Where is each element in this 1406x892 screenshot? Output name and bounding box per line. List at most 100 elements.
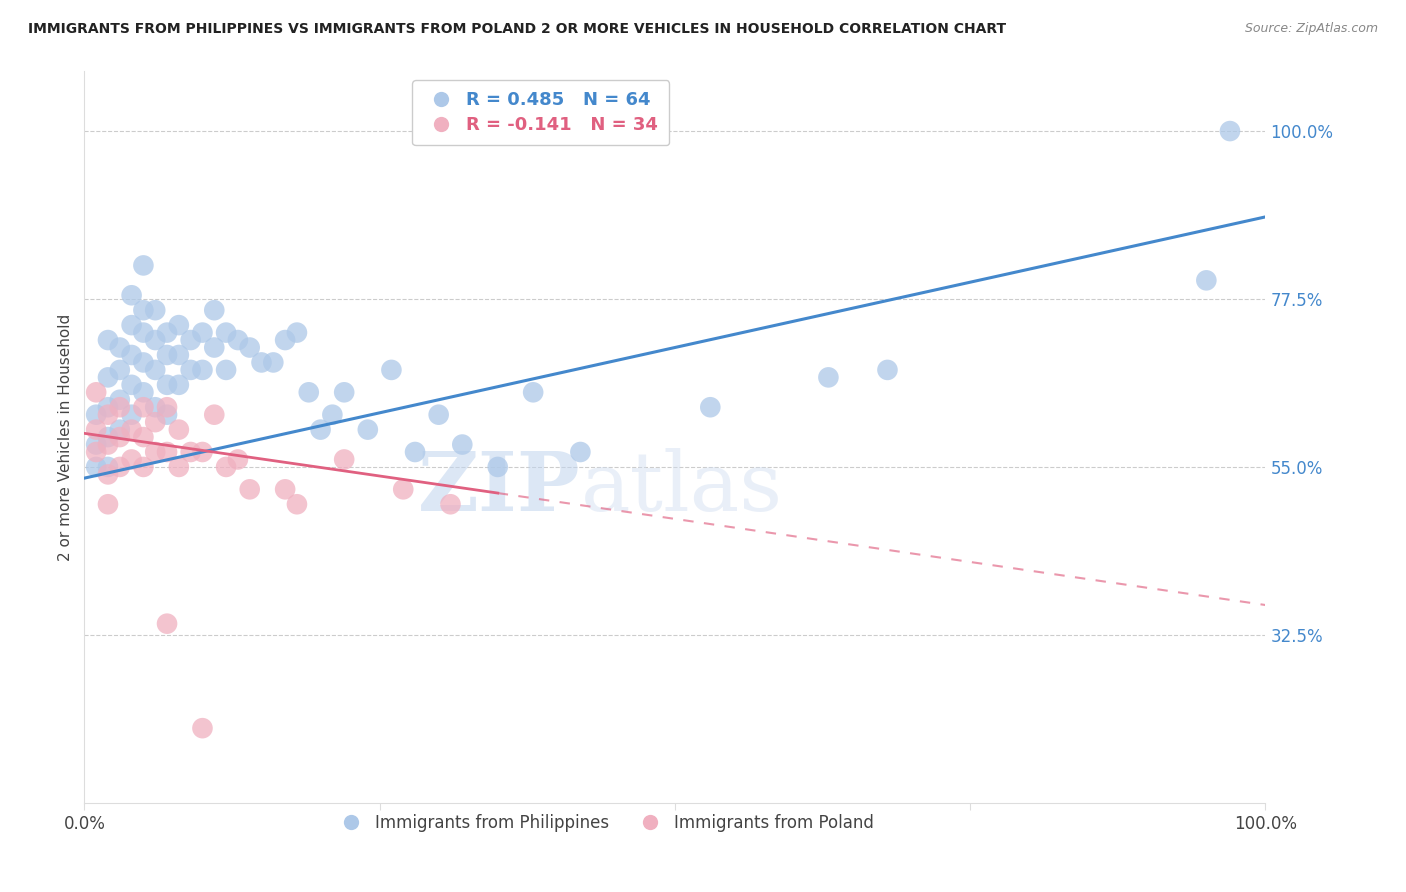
Point xyxy=(132,459,155,474)
Point xyxy=(156,616,179,631)
Point xyxy=(121,318,143,332)
Point xyxy=(522,385,544,400)
Point xyxy=(333,452,356,467)
Point xyxy=(191,721,214,735)
Point xyxy=(143,363,166,377)
Point xyxy=(569,445,592,459)
Point xyxy=(121,348,143,362)
Point xyxy=(226,333,249,347)
Point xyxy=(167,423,190,437)
Point xyxy=(486,459,509,474)
Point xyxy=(215,459,238,474)
Point xyxy=(108,401,131,415)
Point xyxy=(285,497,308,511)
Point xyxy=(108,392,131,407)
Point xyxy=(132,326,155,340)
Point xyxy=(143,401,166,415)
Point xyxy=(180,333,202,347)
Point xyxy=(274,483,297,497)
Point xyxy=(156,348,179,362)
Point xyxy=(108,430,131,444)
Point xyxy=(699,401,721,415)
Point xyxy=(333,385,356,400)
Text: ZIP: ZIP xyxy=(418,449,581,528)
Point xyxy=(226,452,249,467)
Point xyxy=(156,377,179,392)
Point xyxy=(191,363,214,377)
Point xyxy=(167,348,190,362)
Text: atlas: atlas xyxy=(581,449,783,528)
Point xyxy=(167,459,190,474)
Point xyxy=(239,341,262,355)
Point xyxy=(84,437,107,451)
Point xyxy=(250,355,273,369)
Point xyxy=(97,497,120,511)
Point xyxy=(108,423,131,437)
Point xyxy=(132,259,155,273)
Point xyxy=(156,401,179,415)
Point xyxy=(97,467,120,482)
Point xyxy=(84,423,107,437)
Point xyxy=(97,430,120,444)
Point xyxy=(167,318,190,332)
Point xyxy=(108,459,131,474)
Point xyxy=(97,437,120,451)
Point xyxy=(84,445,107,459)
Point xyxy=(451,437,474,451)
Text: Source: ZipAtlas.com: Source: ZipAtlas.com xyxy=(1244,22,1378,36)
Point xyxy=(97,408,120,422)
Point xyxy=(298,385,321,400)
Point xyxy=(84,385,107,400)
Point xyxy=(97,459,120,474)
Text: IMMIGRANTS FROM PHILIPPINES VS IMMIGRANTS FROM POLAND 2 OR MORE VEHICLES IN HOUS: IMMIGRANTS FROM PHILIPPINES VS IMMIGRANT… xyxy=(28,22,1007,37)
Point xyxy=(427,408,450,422)
Point xyxy=(321,408,343,422)
Point xyxy=(202,408,225,422)
Point xyxy=(191,326,214,340)
Point xyxy=(97,333,120,347)
Point xyxy=(121,377,143,392)
Point xyxy=(357,423,380,437)
Point xyxy=(143,303,166,318)
Legend: Immigrants from Philippines, Immigrants from Poland: Immigrants from Philippines, Immigrants … xyxy=(328,807,880,838)
Point xyxy=(1195,273,1218,287)
Point xyxy=(309,423,332,437)
Point xyxy=(143,445,166,459)
Point xyxy=(215,363,238,377)
Point xyxy=(392,483,415,497)
Point xyxy=(132,355,155,369)
Point xyxy=(132,385,155,400)
Point xyxy=(202,341,225,355)
Point xyxy=(1219,124,1241,138)
Point xyxy=(84,408,107,422)
Point xyxy=(121,408,143,422)
Point xyxy=(97,401,120,415)
Point xyxy=(121,423,143,437)
Y-axis label: 2 or more Vehicles in Household: 2 or more Vehicles in Household xyxy=(58,313,73,561)
Point xyxy=(108,363,131,377)
Point xyxy=(180,363,202,377)
Point xyxy=(132,430,155,444)
Point xyxy=(191,445,214,459)
Point xyxy=(156,445,179,459)
Point xyxy=(143,333,166,347)
Point xyxy=(876,363,898,377)
Point xyxy=(108,341,131,355)
Point xyxy=(262,355,284,369)
Point xyxy=(97,370,120,384)
Point xyxy=(404,445,426,459)
Point xyxy=(121,452,143,467)
Point xyxy=(215,326,238,340)
Point xyxy=(180,445,202,459)
Point xyxy=(274,333,297,347)
Point xyxy=(439,497,461,511)
Point xyxy=(167,377,190,392)
Point xyxy=(285,326,308,340)
Point xyxy=(239,483,262,497)
Point xyxy=(156,408,179,422)
Point xyxy=(156,326,179,340)
Point xyxy=(380,363,402,377)
Point xyxy=(84,459,107,474)
Point xyxy=(143,415,166,429)
Point xyxy=(132,303,155,318)
